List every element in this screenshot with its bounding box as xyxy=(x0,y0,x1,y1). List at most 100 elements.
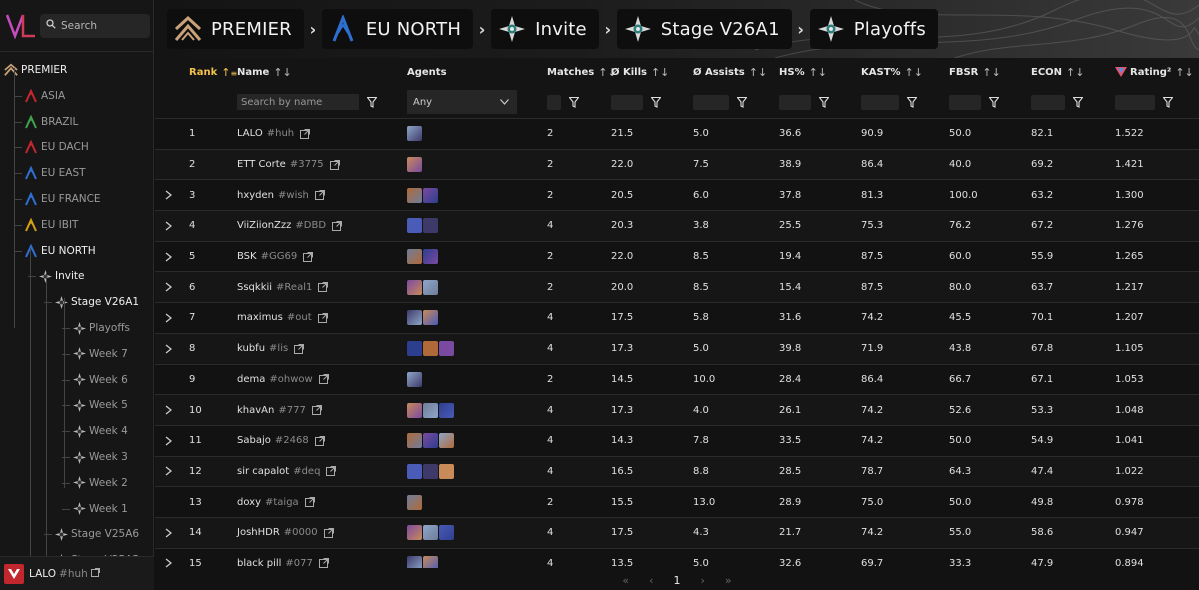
first-page-button[interactable]: « xyxy=(622,573,630,587)
filter-icon[interactable] xyxy=(1073,96,1083,108)
player-name-link[interactable]: LALO xyxy=(237,128,263,140)
header-matches[interactable]: Matches ↑↓ xyxy=(547,65,617,79)
external-link-icon[interactable] xyxy=(317,312,328,323)
expand-row-chevron-icon[interactable] xyxy=(155,528,181,538)
hs-filter-input[interactable] xyxy=(779,94,811,110)
sidebar-item-week-4[interactable]: Week 4 xyxy=(72,421,128,441)
filter-icon[interactable] xyxy=(651,96,661,108)
external-link-icon[interactable] xyxy=(314,190,325,201)
table-row[interactable]: 2 ETT Corte #3775 2 22.0 7.5 38.9 86.4 40.0 69.2 1… xyxy=(155,149,1199,181)
player-name-link[interactable]: maximus xyxy=(237,312,283,324)
breadcrumb-item-playoffs[interactable]: Playoffs xyxy=(809,9,938,49)
sidebar-item-brazil[interactable]: BRAZIL xyxy=(24,112,78,132)
table-row[interactable]: 1 LALO #huh 2 21.5 5.0 36.6 90.9 50.0 82.1 1.522 xyxy=(155,119,1199,150)
sidebar-item-eu-ibit[interactable]: EU IBIT xyxy=(24,215,78,235)
sidebar-item-week-6[interactable]: Week 6 xyxy=(72,370,128,390)
header-kills[interactable]: Ø Kills ↑↓ xyxy=(611,65,670,79)
sidebar-item-asia[interactable]: ASIA xyxy=(24,86,65,106)
current-page[interactable]: 1 xyxy=(673,573,681,587)
table-row[interactable]: 8 kubfu #lis 4 17.3 5.0 39.8 71.9 43.8 67.8 1.105 xyxy=(155,333,1199,365)
sidebar-item-eu-north[interactable]: EU NORTH xyxy=(24,241,96,261)
expand-row-chevron-icon[interactable] xyxy=(155,436,181,446)
player-name-link[interactable]: black pill xyxy=(237,557,282,568)
expand-row-chevron-icon[interactable] xyxy=(155,282,181,292)
table-row[interactable]: 3 hxyden #wish 2 20.5 6.0 37.8 81.3 100.0 63.2 1.3… xyxy=(155,180,1199,212)
expand-row-chevron-icon[interactable] xyxy=(155,405,181,415)
table-row[interactable]: 12 sir capalot #deq 4 16.5 8.8 28.5 78.7 64.3 47.… xyxy=(155,456,1199,488)
sidebar-item-week-3[interactable]: Week 3 xyxy=(72,447,128,467)
filter-icon[interactable] xyxy=(367,96,377,108)
external-link-icon[interactable] xyxy=(303,251,314,262)
sidebar-item-week-1[interactable]: Week 1 xyxy=(72,499,128,519)
expand-row-chevron-icon[interactable] xyxy=(155,313,181,323)
fbsr-filter-input[interactable] xyxy=(949,94,981,110)
external-link-icon[interactable] xyxy=(311,405,322,416)
player-name-link[interactable]: ViiZiionZzz xyxy=(237,220,292,232)
assists-filter-input[interactable] xyxy=(693,94,729,110)
table-row[interactable]: 6 Ssqkkii #Real1 2 20.0 8.5 15.4 87.5 80.0 63.7 1.… xyxy=(155,272,1199,304)
player-name-link[interactable]: BSK xyxy=(237,251,257,263)
header-assists[interactable]: Ø Assists ↑↓ xyxy=(693,65,768,79)
filter-icon[interactable] xyxy=(819,96,829,108)
external-link-icon[interactable] xyxy=(300,128,311,139)
expand-row-chevron-icon[interactable] xyxy=(155,466,181,476)
external-link-icon[interactable] xyxy=(294,343,305,354)
external-link-icon[interactable] xyxy=(332,220,343,231)
external-link-icon[interactable] xyxy=(323,527,334,538)
last-page-button[interactable]: » xyxy=(724,573,732,587)
sidebar-item-premier[interactable]: PREMIER xyxy=(4,60,67,80)
sidebar-item-playoffs[interactable]: Playoffs xyxy=(72,318,130,338)
next-page-button[interactable]: › xyxy=(700,573,705,587)
sidebar-item-week-5[interactable]: Week 5 xyxy=(72,395,128,415)
prev-page-button[interactable]: ‹ xyxy=(649,573,654,587)
external-link-icon[interactable] xyxy=(304,497,315,508)
sidebar-item-week-2[interactable]: Week 2 xyxy=(72,473,128,493)
player-name-link[interactable]: JoshHDR xyxy=(237,527,280,539)
player-name-link[interactable]: hxyden xyxy=(237,189,275,201)
breadcrumb-item-invite[interactable]: Invite xyxy=(491,9,599,49)
search-box[interactable]: Search xyxy=(40,13,150,38)
sidebar-item-stage-v25a6[interactable]: Stage V25A6 xyxy=(54,524,139,544)
player-name-link[interactable]: khavAn xyxy=(237,404,275,416)
filter-icon[interactable] xyxy=(1163,96,1173,108)
sidebar-item-eu-dach[interactable]: EU DACH xyxy=(24,137,89,157)
table-row[interactable]: 4 ViiZiionZzz #DBD 4 20.3 3.8 25.5 75.3 76.2 67.2… xyxy=(155,211,1199,242)
agents-filter-select[interactable]: Any xyxy=(407,90,517,114)
sidebar-item-week-7[interactable]: Week 7 xyxy=(72,344,128,364)
external-link-icon[interactable] xyxy=(314,435,325,446)
filter-icon[interactable] xyxy=(569,96,579,108)
expand-row-chevron-icon[interactable] xyxy=(155,344,181,354)
player-name-link[interactable]: ETT Corte xyxy=(237,159,286,171)
user-profile[interactable]: LALO #huh xyxy=(0,556,154,590)
breadcrumb-item-premier[interactable]: PREMIER xyxy=(167,9,304,49)
name-filter-input[interactable]: Search by name xyxy=(237,94,359,110)
table-row[interactable]: 5 BSK #GG69 2 22.0 8.5 19.4 87.5 60.0 55.9 1.265 xyxy=(155,242,1199,273)
table-row[interactable]: 11 Sabajo #2468 4 14.3 7.8 33.5 74.2 50.0 54.9 1.0… xyxy=(155,426,1199,457)
table-row[interactable]: 10 khavAn #777 4 17.3 4.0 26.1 74.2 52.6 53.3 1.04… xyxy=(155,395,1199,426)
header-name[interactable]: Name ↑↓ xyxy=(237,65,292,79)
player-name-link[interactable]: dema xyxy=(237,373,266,385)
external-link-icon[interactable] xyxy=(318,558,329,568)
matches-filter-input[interactable] xyxy=(547,94,561,110)
breadcrumb-item-eu-north[interactable]: EU NORTH xyxy=(321,9,474,49)
table-row[interactable]: 13 doxy #taiga 2 15.5 13.0 28.9 75.0 50.0 49.8 0.9… xyxy=(155,487,1199,518)
table-row[interactable]: 14 JoshHDR #0000 4 17.5 4.3 21.7 74.2 55.0 58.6 0.… xyxy=(155,517,1199,549)
vl-logo[interactable] xyxy=(4,9,38,43)
table-row[interactable]: 9 dema #ohwow 2 14.5 10.0 28.4 86.4 66.7 67.1 1.05… xyxy=(155,365,1199,396)
expand-row-chevron-icon[interactable] xyxy=(155,221,181,231)
player-name-link[interactable]: Sabajo xyxy=(237,435,271,447)
external-link-icon[interactable] xyxy=(326,466,337,477)
breadcrumb-item-stage-v26a1[interactable]: Stage V26A1 xyxy=(616,9,792,49)
econ-filter-input[interactable] xyxy=(1031,94,1065,110)
table-row[interactable]: 15 black pill #077 4 13.5 5.0 32.6 69.7 33.3 47.9… xyxy=(155,549,1199,568)
filter-icon[interactable] xyxy=(989,96,999,108)
player-name-link[interactable]: doxy xyxy=(237,496,261,508)
kills-filter-input[interactable] xyxy=(611,94,643,110)
external-link-icon[interactable] xyxy=(318,282,329,293)
header-rating[interactable]: Rating² ↑↓ xyxy=(1115,66,1199,79)
external-link-icon[interactable] xyxy=(318,374,329,385)
header-hs[interactable]: HS% ↑↓ xyxy=(779,65,828,79)
filter-icon[interactable] xyxy=(907,96,917,108)
sidebar-item-invite[interactable]: Invite xyxy=(38,266,84,286)
player-name-link[interactable]: Ssqkkii xyxy=(237,281,273,293)
